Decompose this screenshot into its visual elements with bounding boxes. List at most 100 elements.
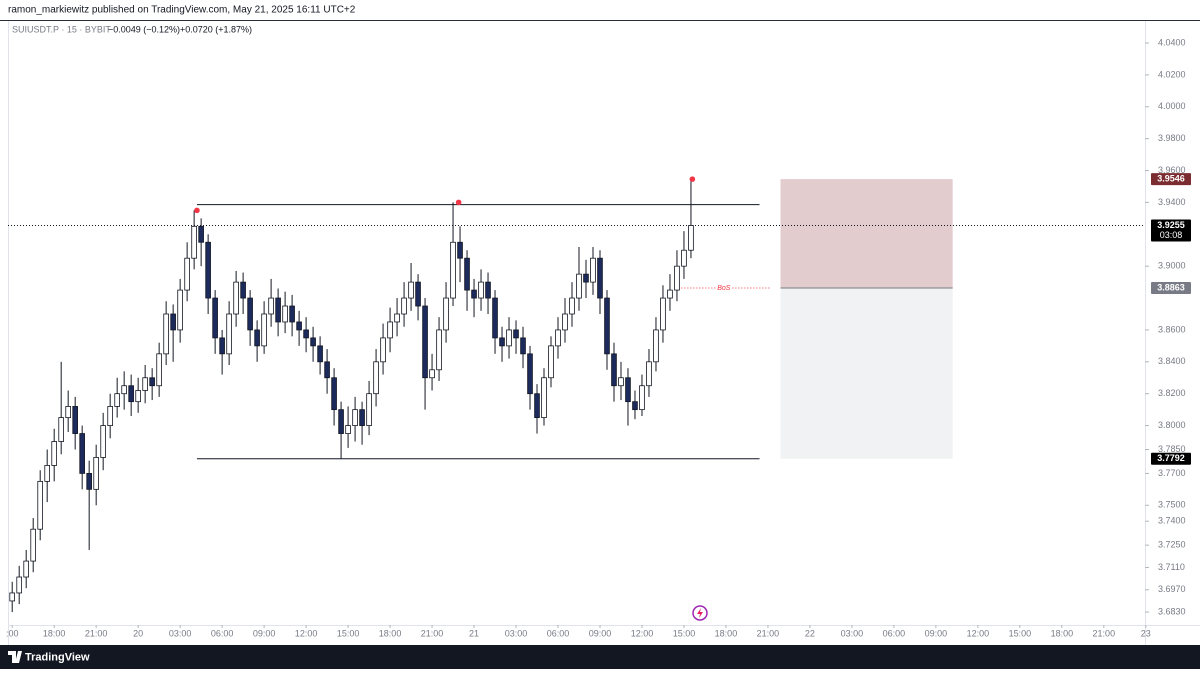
x-tick-label: 21:00	[421, 628, 444, 638]
candle-body	[254, 329, 260, 347]
x-tick-label: 21:00	[85, 628, 108, 638]
y-tick-label: 3.8400	[1158, 356, 1186, 366]
candle-body	[408, 281, 414, 299]
candle-body	[296, 321, 302, 331]
logo-mark	[8, 651, 22, 663]
x-tick-label: 21:00	[1093, 628, 1116, 638]
candle-body	[226, 313, 232, 355]
candle-body	[128, 385, 134, 403]
x-tick-label: 21:00	[757, 628, 780, 638]
price-label-bg	[1151, 452, 1191, 465]
candle-body	[485, 281, 491, 299]
footer-logo[interactable]: TradingView	[8, 651, 90, 663]
pivot-dot	[194, 207, 200, 214]
candle-body	[212, 297, 218, 339]
candle-body	[261, 313, 267, 347]
candle-body	[23, 560, 29, 578]
bos-label: BoS	[717, 285, 731, 292]
x-tick-label: 09:00	[589, 628, 612, 638]
candle-body	[72, 406, 78, 434]
candle-body	[135, 390, 141, 403]
candle-body	[289, 305, 295, 323]
y-tick-label: 3.8000	[1158, 420, 1186, 430]
candle-body	[597, 257, 603, 299]
candle-body	[191, 225, 197, 259]
candle-body	[317, 345, 323, 363]
candle-body	[163, 313, 169, 355]
x-tick-label: 22	[805, 628, 815, 638]
candle-body	[51, 441, 57, 466]
candle-body	[618, 377, 624, 387]
x-tick-label: 06:00	[211, 628, 234, 638]
candle-body	[443, 297, 449, 331]
candle-body	[653, 329, 659, 363]
candle-body	[569, 297, 575, 315]
pivot-dot	[455, 199, 462, 206]
x-tick-label: 03:00	[505, 628, 528, 638]
candle-body	[548, 345, 554, 379]
candle-body	[674, 265, 680, 291]
candle-body	[639, 385, 645, 411]
x-tick-label: 09:00	[253, 628, 276, 638]
candle-body	[422, 305, 428, 379]
candle-body	[611, 353, 617, 387]
reward-zone	[780, 288, 953, 459]
candle-body	[513, 329, 519, 339]
candle-body	[394, 313, 400, 323]
candle-body	[275, 297, 281, 323]
candle-body	[506, 329, 512, 347]
candle-body	[170, 313, 176, 331]
y-tick-label: 3.9800	[1158, 133, 1186, 143]
y-tick-label: 3.7700	[1158, 468, 1186, 478]
candle-body	[184, 257, 190, 291]
candle-body	[79, 433, 85, 474]
price-label: 3.8863	[1157, 282, 1185, 292]
x-tick-label: 21	[469, 628, 479, 638]
y-tick-label: 3.6830	[1158, 606, 1186, 616]
y-tick-label: 3.9400	[1158, 197, 1186, 207]
candle-body	[660, 297, 666, 331]
candle-body	[58, 417, 64, 442]
x-tick-label: 12:00	[967, 628, 990, 638]
footer-bar	[0, 645, 1200, 669]
candle-body	[562, 313, 568, 331]
icon-ring	[692, 605, 708, 621]
price-label-bg	[1151, 219, 1191, 242]
candle-body	[366, 393, 372, 426]
change-label: −0.0049 (−0.12%)	[108, 24, 180, 34]
y-tick-label: 3.8600	[1158, 324, 1186, 334]
candle-body	[478, 281, 484, 299]
x-tick-label: 15:00	[673, 628, 696, 638]
price-label: 3.7792	[1157, 453, 1185, 463]
candle-body	[457, 241, 463, 259]
x-tick-label: 03:00	[841, 628, 864, 638]
candle-body	[576, 273, 582, 299]
replay-icon[interactable]	[692, 605, 708, 621]
x-tick-label: 12:00	[295, 628, 318, 638]
candle-body	[352, 409, 358, 426]
change-label: +0.0720 (+1.87%)	[180, 24, 252, 34]
candle-body	[93, 457, 99, 490]
candle-body	[541, 377, 547, 419]
price-label: 3.9255	[1157, 220, 1185, 230]
candle-body	[681, 249, 687, 267]
candle-body	[16, 576, 22, 594]
candle-body	[373, 361, 379, 395]
candle-body	[100, 425, 106, 458]
candle-body	[464, 257, 470, 291]
candle-body	[436, 329, 442, 371]
y-tick-label: 3.7500	[1158, 500, 1186, 510]
x-tick-label: 18:00	[715, 628, 738, 638]
y-tick-label: 3.9000	[1158, 261, 1186, 271]
y-tick-label: 4.0400	[1158, 37, 1186, 47]
candle-body	[303, 329, 309, 339]
candle-body	[555, 329, 561, 347]
candle-body	[177, 289, 183, 331]
price-label-bg	[1151, 282, 1191, 295]
y-tick-label: 3.7250	[1158, 540, 1186, 550]
candle-body	[107, 406, 113, 426]
symbol-label: SUIUSDT.P · 15 · BYBIT	[12, 24, 111, 34]
candle-body	[625, 377, 631, 403]
y-tick-label: 3.7400	[1158, 516, 1186, 526]
y-tick-label: 4.0000	[1158, 101, 1186, 111]
